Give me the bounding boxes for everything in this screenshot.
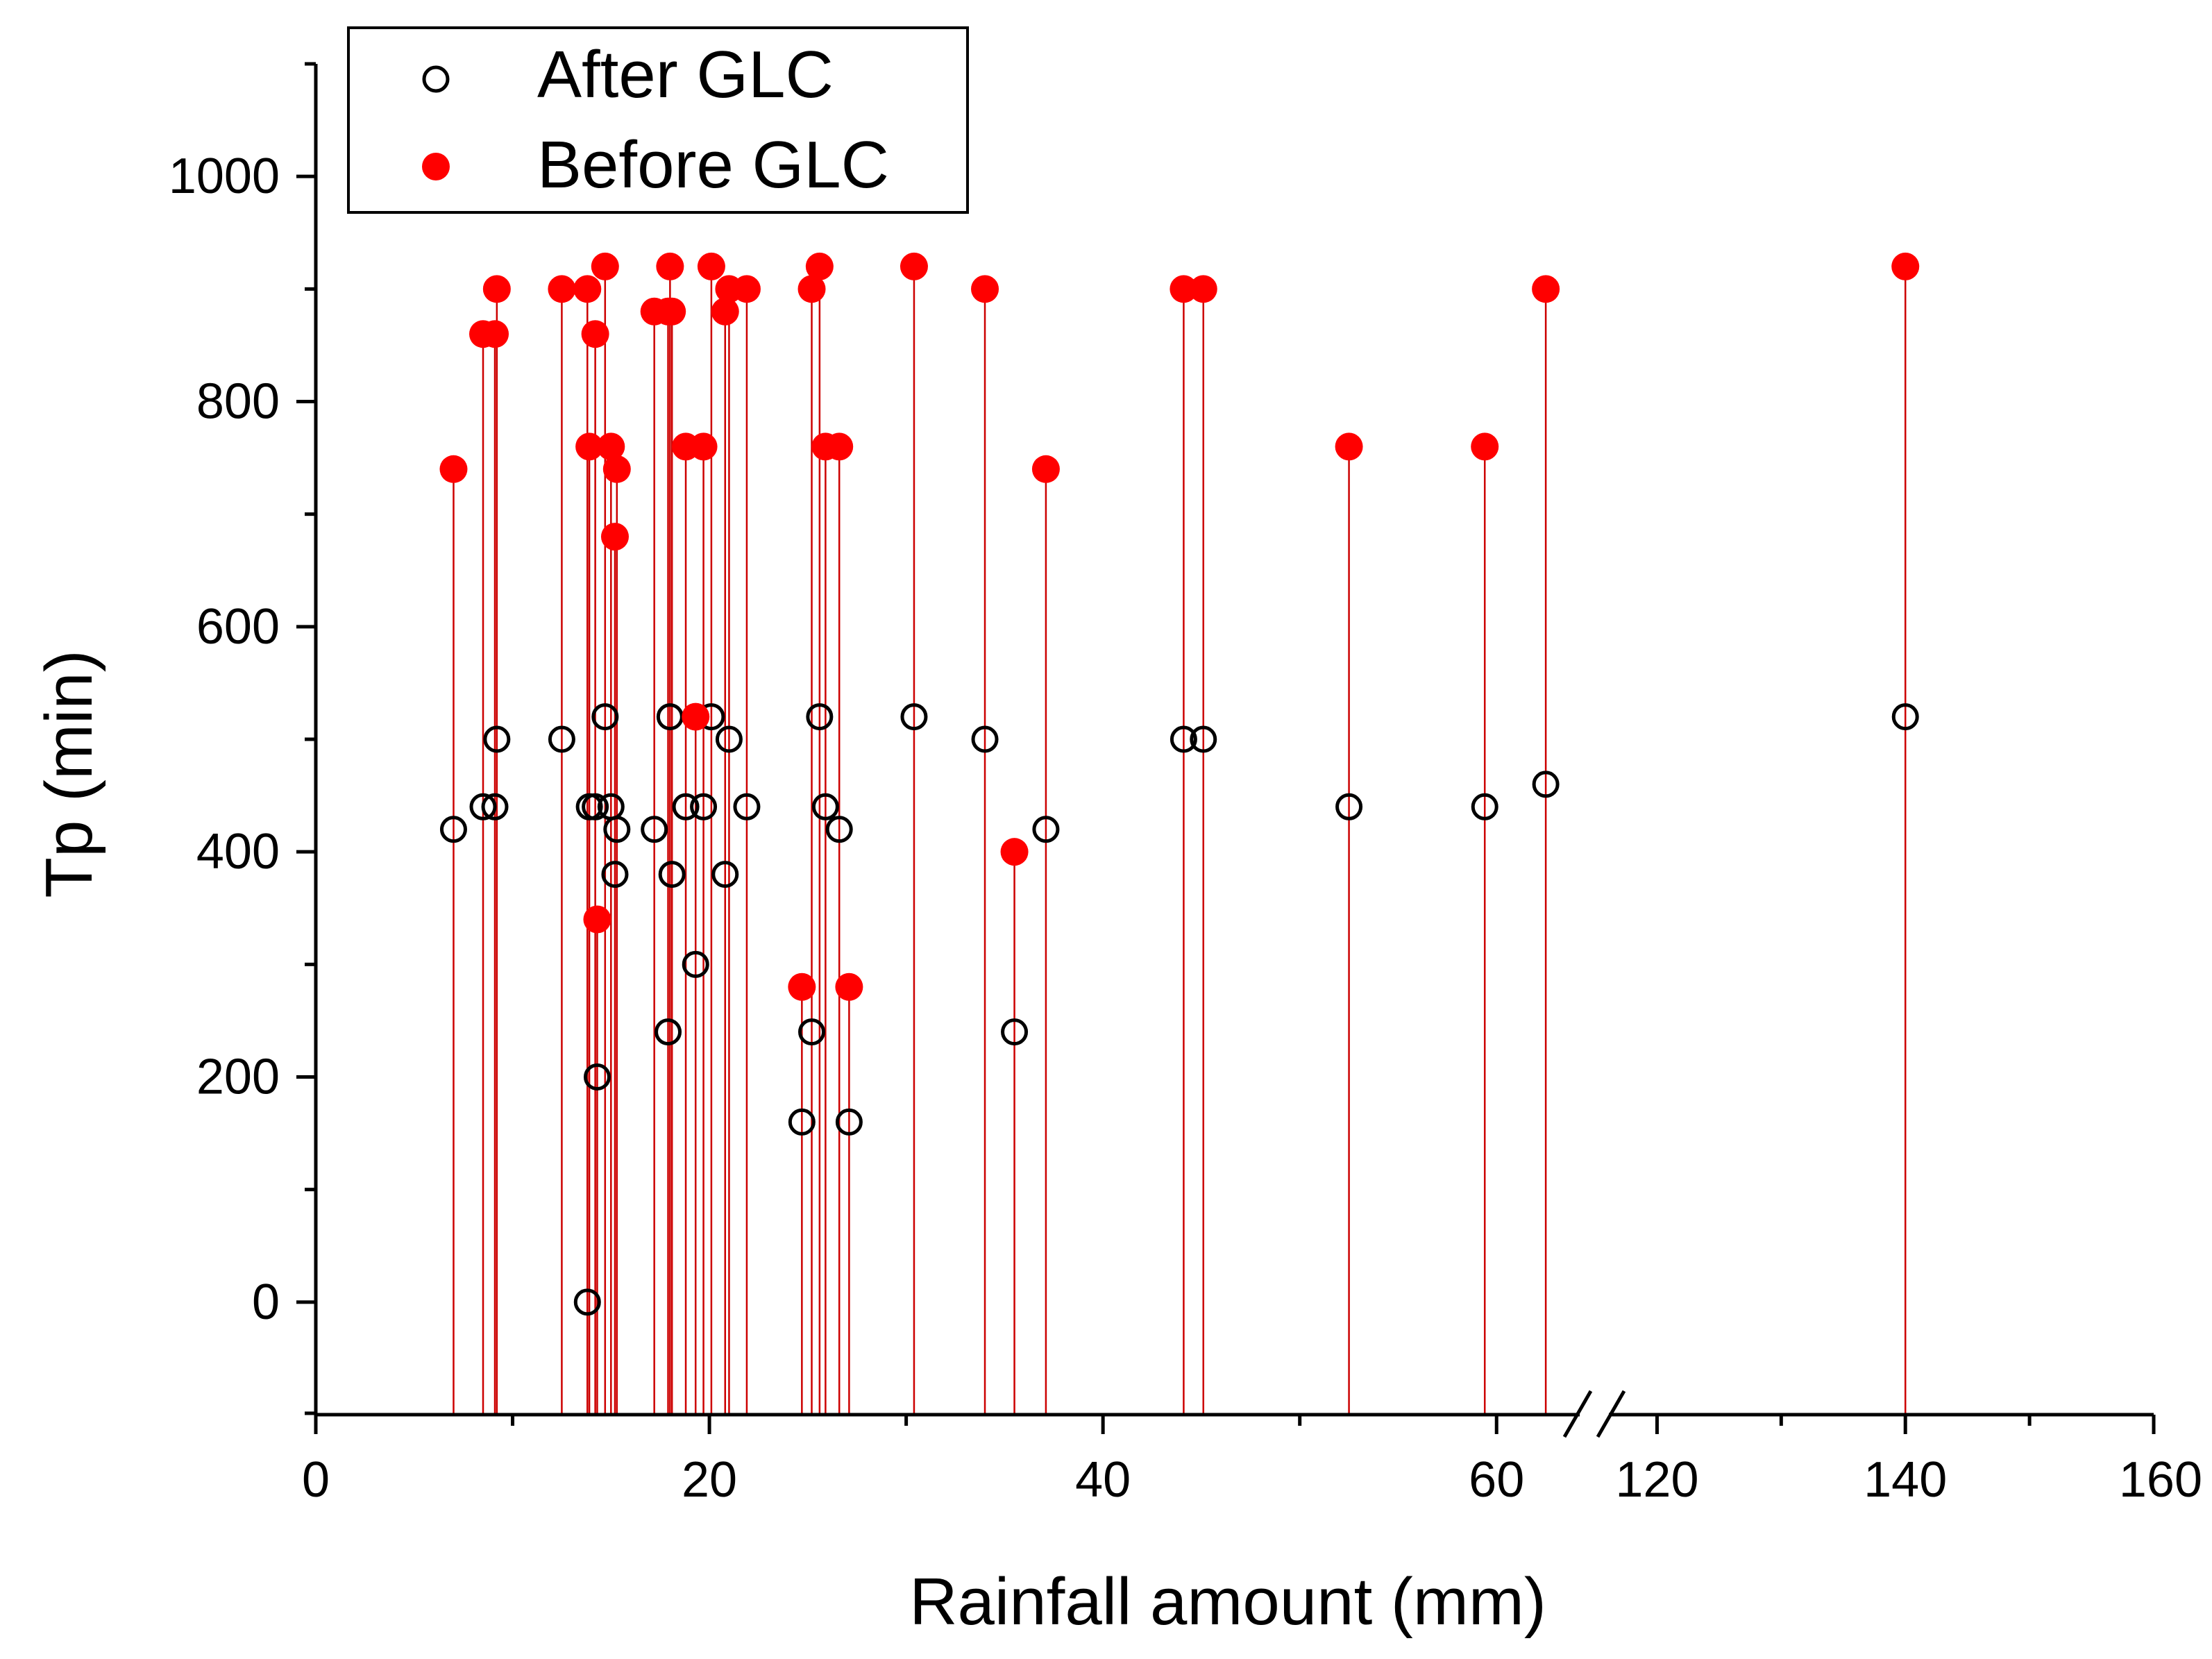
legend-before-marker (422, 153, 450, 180)
y-tick-label: 400 (196, 824, 280, 879)
legend: After GLC Before GLC (347, 26, 969, 214)
before-glc-point (1891, 252, 1920, 280)
after-glc-point (655, 1018, 682, 1046)
x-tick-label: 40 (1075, 1452, 1131, 1508)
after-glc-point (591, 703, 619, 731)
x-tick-label: 0 (302, 1452, 330, 1508)
after-glc-point (481, 793, 509, 820)
before-glc-point (1170, 275, 1198, 303)
before-glc-point (805, 252, 834, 280)
after-glc-point (1471, 793, 1498, 820)
before-glc-point (581, 320, 609, 348)
after-glc-point (672, 793, 700, 820)
before-glc-point (900, 252, 928, 280)
y-tick-label: 0 (252, 1274, 280, 1330)
after-glc-point (733, 793, 761, 820)
legend-after-marker (422, 65, 450, 93)
before-glc-point (548, 275, 576, 303)
after-glc-point (811, 793, 839, 820)
after-glc-point (469, 793, 497, 820)
series-before-glc (439, 252, 1920, 1001)
after-glc-point (582, 793, 609, 820)
before-glc-point (682, 702, 710, 731)
before-glc-point (602, 455, 631, 483)
after-glc-point (1170, 725, 1197, 753)
before-glc-point (711, 297, 739, 326)
after-glc-point (715, 725, 743, 753)
after-glc-point (788, 1108, 816, 1136)
y-tick-label: 200 (196, 1050, 280, 1105)
y-tick-label: 1000 (169, 149, 280, 204)
before-glc-point (600, 523, 629, 551)
before-glc-point (971, 275, 999, 303)
after-glc-point (641, 816, 668, 843)
after-glc-point (825, 816, 853, 843)
before-glc-point (697, 252, 725, 280)
before-glc-point (1532, 275, 1560, 303)
after-glc-point (439, 816, 467, 843)
y-axis-label: Tp (min) (32, 650, 106, 898)
before-glc-point (1335, 432, 1363, 461)
y-tick-label: 800 (196, 374, 280, 430)
before-glc-point (1189, 275, 1217, 303)
after-glc-point (583, 1063, 611, 1090)
before-glc-point (658, 297, 686, 326)
before-glc-point (591, 252, 619, 280)
after-glc-point (835, 1108, 863, 1136)
after-glc-point (1032, 816, 1060, 843)
after-glc-point (483, 725, 511, 753)
after-glc-point (601, 861, 629, 889)
before-glc-point (583, 905, 611, 934)
after-glc-point (603, 816, 631, 843)
after-glc-point (682, 950, 709, 978)
x-axis-label: Rainfall amount (mm) (909, 1565, 1546, 1639)
after-glc-point (690, 793, 718, 820)
drop-lines (453, 266, 1907, 1415)
before-glc-point (732, 275, 761, 303)
after-glc-point (1001, 1018, 1029, 1046)
before-glc-point (1000, 838, 1029, 866)
before-glc-point (835, 972, 863, 1001)
before-glc-point (825, 432, 854, 461)
axes: 0 200 400 600 800 1000 0 20 40 60 120 140 160 (169, 62, 2202, 1508)
legend-label-before: Before GLC (537, 128, 889, 202)
before-glc-point (788, 972, 816, 1001)
after-glc-point (711, 861, 739, 889)
x-tick-label: 140 (1864, 1452, 1947, 1508)
x-tick-label: 160 (2119, 1452, 2202, 1508)
before-glc-point (1471, 432, 1499, 461)
after-glc-point (1335, 793, 1363, 820)
before-glc-point (482, 275, 511, 303)
after-glc-point (1532, 770, 1560, 798)
series-after-glc (439, 703, 1919, 1316)
before-glc-point (439, 455, 468, 483)
x-tick-label: 20 (682, 1452, 737, 1508)
before-glc-point (1031, 455, 1060, 483)
before-glc-point (797, 275, 826, 303)
before-glc-point (689, 432, 718, 461)
x-tick-label: 60 (1469, 1452, 1524, 1508)
after-glc-point (900, 703, 928, 731)
after-glc-point (798, 1018, 826, 1046)
after-glc-point (1891, 703, 1919, 731)
after-glc-point (573, 1288, 601, 1316)
before-glc-point (656, 252, 684, 280)
before-glc-point (481, 320, 509, 348)
before-glc-point (573, 275, 602, 303)
before-glc-point (575, 432, 604, 461)
y-tick-label: 600 (196, 599, 280, 655)
legend-box (347, 26, 969, 214)
x-tick-label: 120 (1615, 1452, 1698, 1508)
axis-break-mark (1596, 1390, 1626, 1438)
legend-label-after: After GLC (537, 37, 834, 112)
after-glc-point (806, 703, 834, 731)
before-glc-point (597, 432, 625, 461)
after-glc-point (548, 725, 575, 753)
after-glc-point (971, 725, 999, 753)
after-glc-point (1190, 725, 1217, 753)
axis-break-mark (1562, 1390, 1593, 1438)
after-glc-point (658, 861, 686, 889)
